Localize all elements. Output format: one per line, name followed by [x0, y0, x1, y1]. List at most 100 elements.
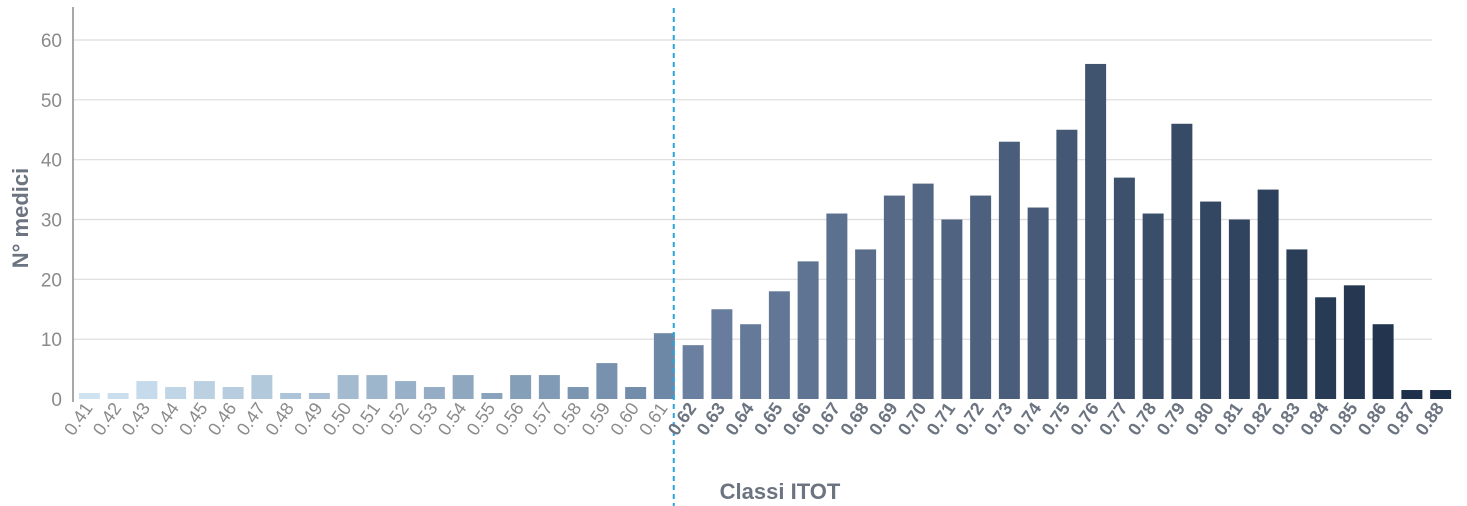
- x-tick-label: 0.54: [434, 399, 470, 439]
- y-tick-label: 10: [41, 330, 62, 351]
- bar-0.42: [107, 393, 129, 399]
- x-tick-label: 0.74: [1009, 399, 1045, 439]
- x-tick-label: 0.84: [1296, 399, 1332, 439]
- x-tick-label: 0.62: [664, 399, 700, 439]
- bar-0.81: [1228, 219, 1250, 399]
- bar-0.66: [797, 261, 819, 399]
- x-tick-label: 0.71: [923, 399, 959, 439]
- bar-0.70: [912, 183, 934, 399]
- bar-0.75: [1056, 129, 1078, 399]
- x-tick-label: 0.73: [980, 399, 1016, 439]
- bar-0.87: [1401, 390, 1423, 399]
- x-axis-label: Classi ITOT: [720, 479, 841, 504]
- y-axis-ticks: 0 10 20 30 40 50 60: [41, 31, 62, 411]
- bar-0.76: [1085, 63, 1107, 399]
- x-tick-label: 0.66: [779, 399, 815, 439]
- x-tick-label: 0.60: [606, 399, 642, 439]
- bar-0.61: [653, 333, 675, 399]
- bar-0.54: [452, 375, 474, 399]
- x-tick-label: 0.76: [1066, 399, 1102, 439]
- x-tick-label: 0.43: [118, 399, 154, 439]
- x-tick-label: 0.59: [578, 399, 614, 439]
- bar-0.43: [136, 381, 158, 399]
- x-tick-label: 0.78: [1124, 399, 1160, 439]
- bar-0.74: [1027, 207, 1049, 399]
- x-tick-label: 0.48: [261, 399, 297, 439]
- y-tick-label: 0: [51, 390, 62, 411]
- bar-0.80: [1200, 201, 1222, 399]
- y-tick-label: 50: [41, 91, 62, 112]
- bar-0.83: [1286, 249, 1308, 399]
- x-tick-label: 0.45: [175, 399, 211, 439]
- x-tick-label: 0.86: [1354, 399, 1390, 439]
- bar-0.77: [1113, 177, 1135, 399]
- x-tick-label: 0.52: [376, 399, 412, 439]
- bar-0.88: [1430, 390, 1452, 399]
- x-tick-label: 0.67: [808, 399, 844, 439]
- y-tick-label: 20: [41, 270, 62, 291]
- x-tick-label: 0.41: [60, 399, 96, 439]
- bar-0.50: [337, 375, 359, 399]
- bar-0.51: [366, 375, 388, 399]
- x-tick-label: 0.68: [836, 399, 872, 439]
- bar-0.84: [1315, 297, 1337, 399]
- bar-0.41: [78, 393, 100, 399]
- x-tick-label: 0.80: [1181, 399, 1217, 439]
- bar-0.58: [567, 387, 589, 399]
- x-tick-label: 0.61: [635, 399, 671, 439]
- bar-0.56: [510, 375, 532, 399]
- bars: [78, 63, 1452, 400]
- y-tick-label: 30: [41, 211, 62, 232]
- bar-0.65: [768, 291, 790, 399]
- x-tick-label: 0.51: [348, 399, 384, 439]
- x-tick-label: 0.46: [204, 399, 240, 439]
- x-tick-label: 0.44: [146, 399, 182, 439]
- bar-0.60: [625, 387, 647, 399]
- bar-0.46: [222, 387, 244, 399]
- x-tick-label: 0.57: [520, 399, 556, 439]
- x-tick-label: 0.64: [721, 399, 757, 439]
- bar-0.63: [711, 309, 733, 399]
- x-tick-label: 0.77: [1095, 399, 1131, 439]
- x-tick-label: 0.82: [1239, 399, 1275, 439]
- bar-0.68: [855, 249, 877, 399]
- bar-0.47: [251, 375, 273, 399]
- bar-0.71: [941, 219, 963, 399]
- x-tick-label: 0.79: [1153, 399, 1189, 439]
- bar-0.73: [998, 141, 1020, 399]
- x-tick-label: 0.50: [319, 399, 355, 439]
- x-tick-label: 0.85: [1325, 399, 1361, 439]
- x-tick-label: 0.63: [693, 399, 729, 439]
- y-axis-label: N° medici: [8, 168, 33, 269]
- bar-0.78: [1142, 213, 1164, 399]
- x-tick-label: 0.56: [491, 399, 527, 439]
- y-tick-label: 40: [41, 151, 62, 172]
- bar-0.79: [1171, 123, 1193, 400]
- x-tick-label: 0.47: [233, 399, 269, 439]
- bar-0.55: [481, 393, 503, 399]
- bar-0.57: [538, 375, 560, 399]
- x-tick-label: 0.88: [1411, 399, 1447, 439]
- bar-0.48: [280, 393, 302, 399]
- x-tick-label: 0.83: [1268, 399, 1304, 439]
- x-tick-label: 0.70: [894, 399, 930, 439]
- bar-0.59: [596, 363, 618, 399]
- x-tick-label: 0.58: [549, 399, 585, 439]
- x-tick-label: 0.72: [951, 399, 987, 439]
- gridlines: [73, 39, 1432, 340]
- x-tick-label: 0.87: [1383, 399, 1419, 439]
- bar-0.45: [193, 381, 215, 399]
- x-tick-label: 0.42: [89, 399, 125, 439]
- x-tick-label: 0.75: [1038, 399, 1074, 439]
- bar-0.72: [970, 195, 992, 399]
- x-tick-label: 0.69: [865, 399, 901, 439]
- bar-0.49: [308, 393, 330, 399]
- x-tick-label: 0.53: [405, 399, 441, 439]
- bar-0.85: [1343, 285, 1365, 399]
- bar-0.67: [826, 213, 848, 399]
- bar-0.52: [395, 381, 417, 399]
- bar-0.86: [1372, 324, 1394, 399]
- bar-0.44: [165, 387, 187, 399]
- x-tick-label: 0.65: [750, 399, 786, 439]
